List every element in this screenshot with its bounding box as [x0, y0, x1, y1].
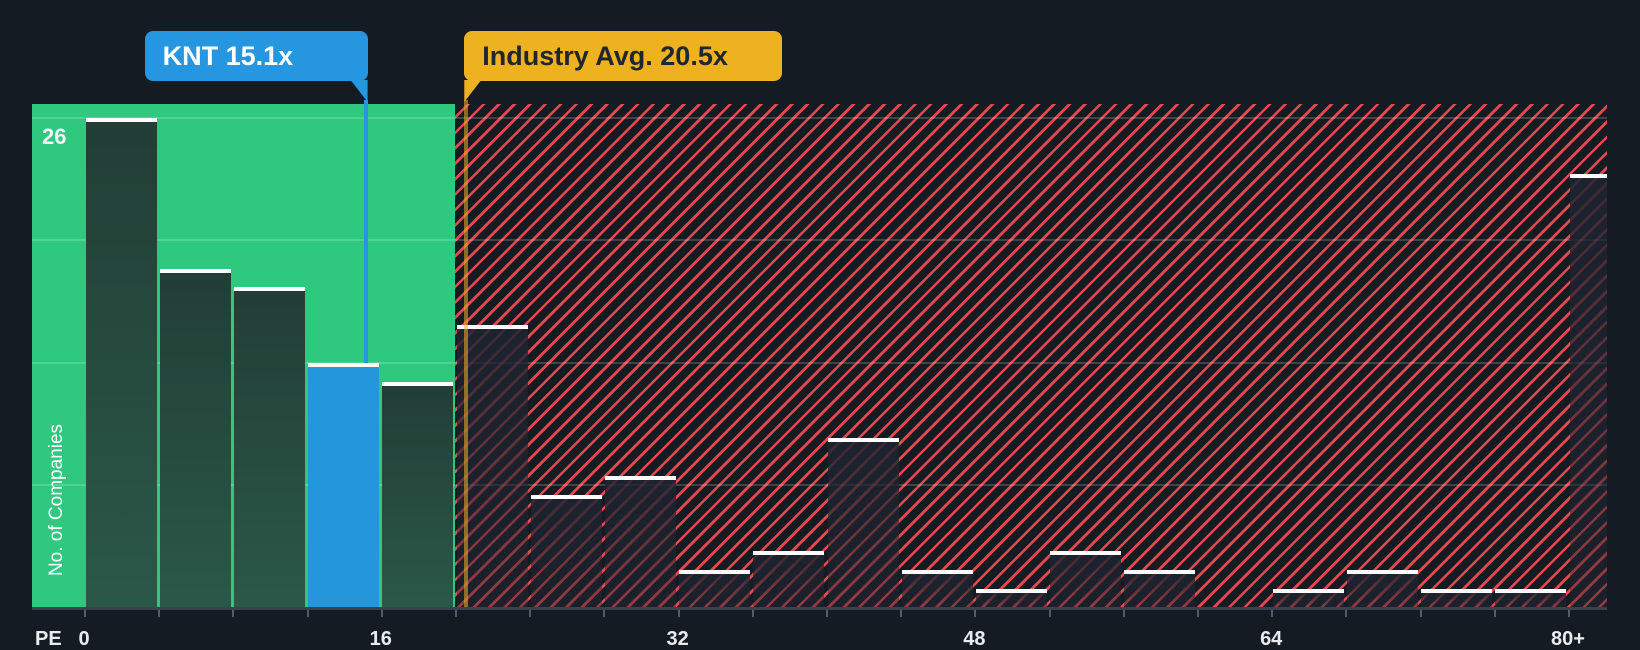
- x-tick: [677, 610, 680, 617]
- x-tick: [158, 610, 161, 617]
- bar-bin-44-48[interactable]: [901, 570, 973, 608]
- industry-average-line: [464, 100, 468, 608]
- x-tick: [529, 610, 532, 617]
- x-tick: [900, 610, 903, 617]
- y-axis-title: No. of Companies: [46, 423, 67, 577]
- bar-bin-68-72[interactable]: [1346, 570, 1419, 608]
- company-callout-label: KNT 15.1x: [162, 41, 294, 71]
- x-tick: [455, 610, 457, 617]
- x-tick: [826, 610, 828, 617]
- x-tick: [232, 610, 235, 617]
- x-tick: [1493, 610, 1496, 617]
- y-max-label: 26: [42, 124, 67, 149]
- plot-area: [32, 100, 1607, 608]
- gridline-13: [32, 361, 1607, 364]
- x-axis-label-0: 0: [78, 628, 90, 650]
- industry-callout: Industry Avg. 20.5x: [464, 31, 783, 102]
- x-tick: [306, 610, 309, 617]
- company-callout-tail: [350, 80, 368, 102]
- x-tick: [1122, 610, 1125, 617]
- x-tick: [974, 610, 977, 617]
- bar-bin-48-52[interactable]: [975, 589, 1048, 608]
- bar-bin-20-24[interactable]: [456, 325, 528, 608]
- bar-bin-16-20[interactable]: [382, 381, 454, 608]
- industry-callout-tail: [464, 80, 482, 102]
- x-tick: [1048, 610, 1051, 617]
- x-axis-label-16: 16: [369, 628, 392, 650]
- x-tick: [1419, 610, 1422, 617]
- x-tick: [380, 610, 383, 617]
- bar-bin-28-32[interactable]: [604, 475, 677, 608]
- x-tick: [1271, 610, 1274, 617]
- bar-bin-32-36[interactable]: [679, 570, 751, 608]
- bar-bin-72-76[interactable]: [1421, 589, 1493, 608]
- gridline-26: [32, 116, 1607, 119]
- bar-bin-40-44[interactable]: [827, 438, 899, 608]
- x-tick: [1345, 610, 1348, 617]
- gridline-19.5: [32, 239, 1607, 242]
- company-marker-line: [364, 100, 368, 363]
- x-axis-label-64: 64: [1260, 628, 1283, 650]
- bar-bin-52-56[interactable]: [1050, 551, 1122, 608]
- bar-bin-80+[interactable]: [1569, 174, 1607, 608]
- gridline-6.5: [32, 484, 1607, 487]
- x-tick: [1197, 610, 1199, 617]
- industry-callout-label: Industry Avg. 20.5x: [482, 41, 728, 71]
- x-axis-label-32: 32: [666, 628, 689, 650]
- x-axis-title: PE: [35, 628, 62, 650]
- x-tick: [1568, 610, 1570, 617]
- bar-bin-0-4[interactable]: [85, 117, 157, 608]
- bar-bin-8-12[interactable]: [233, 287, 306, 608]
- bar-bin-4-8[interactable]: [159, 268, 231, 608]
- x-axis-line: [32, 607, 1607, 610]
- bar-bin-56-60[interactable]: [1124, 570, 1196, 608]
- x-axis-label-48: 48: [963, 628, 986, 650]
- bar-bin-24-28[interactable]: [530, 494, 602, 608]
- bar-bin-64-68[interactable]: [1272, 589, 1344, 608]
- bar-bin-12-16[interactable]: [308, 362, 380, 608]
- bar-bin-76-80[interactable]: [1495, 589, 1567, 608]
- company-callout: KNT 15.1x: [144, 31, 368, 102]
- x-tick: [751, 610, 754, 617]
- x-tick: [603, 610, 606, 617]
- x-axis-label-80+: 80+: [1551, 628, 1585, 650]
- bar-bin-36-40[interactable]: [753, 551, 825, 608]
- x-tick: [84, 610, 86, 617]
